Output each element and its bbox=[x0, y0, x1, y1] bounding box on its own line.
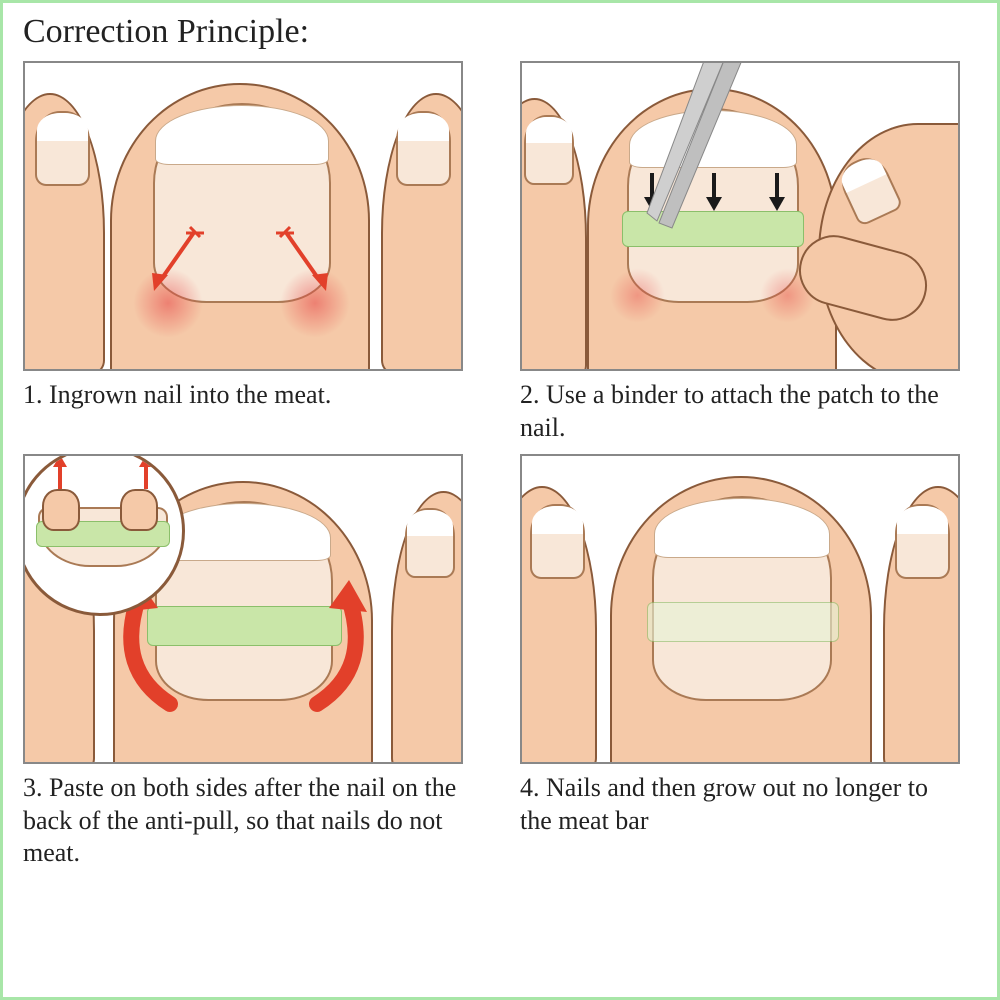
step-1-caption: 1. Ingrown nail into the meat. bbox=[23, 379, 463, 412]
step-4-caption: 4. Nails and then grow out no longer to … bbox=[520, 772, 960, 837]
correction-patch bbox=[647, 602, 839, 642]
step-2-caption: 2. Use a binder to attach the patch to t… bbox=[520, 379, 960, 444]
step-2-illustration bbox=[520, 61, 960, 371]
step-3-illustration bbox=[23, 454, 463, 764]
tweezers-icon bbox=[617, 61, 747, 243]
step-1: 1. Ingrown nail into the meat. bbox=[23, 61, 480, 444]
steps-grid: 1. Ingrown nail into the meat. bbox=[23, 61, 977, 870]
pain-arrow-left-icon bbox=[140, 223, 210, 303]
step-1-illustration bbox=[23, 61, 463, 371]
step-3: 3. Paste on both sides after the nail on… bbox=[23, 454, 480, 870]
step-4-illustration bbox=[520, 454, 960, 764]
step-4: 4. Nails and then grow out no longer to … bbox=[520, 454, 977, 870]
pain-arrow-right-icon bbox=[270, 223, 340, 303]
lift-arrow-right-icon bbox=[287, 574, 377, 714]
page-title: Correction Principle: bbox=[23, 13, 977, 51]
step-2: 2. Use a binder to attach the patch to t… bbox=[520, 61, 977, 444]
step-3-caption: 3. Paste on both sides after the nail on… bbox=[23, 772, 463, 870]
